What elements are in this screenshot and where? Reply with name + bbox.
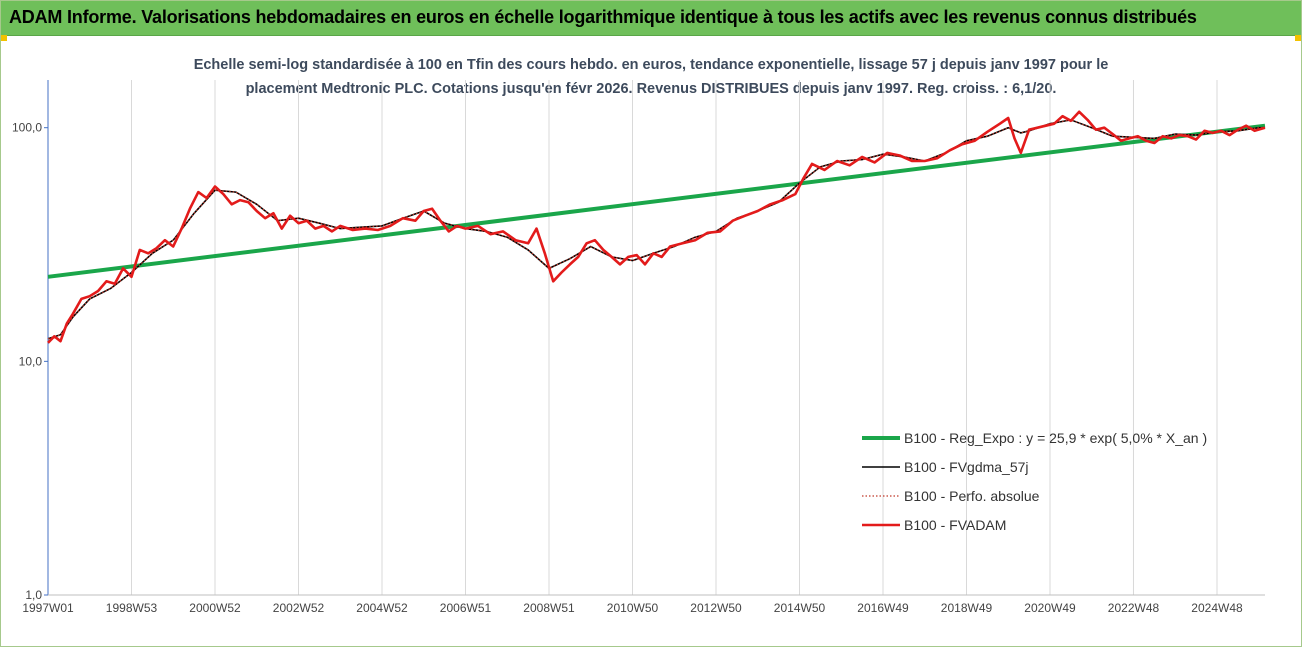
series-line-dotted — [47, 119, 1265, 340]
x-tick-label: 2020W49 — [1024, 601, 1076, 615]
legend-entry-bold: B100 - FVADAM — [904, 517, 1006, 533]
x-tick-label: 2024W48 — [1191, 601, 1243, 615]
x-tick-label: 2022W48 — [1108, 601, 1160, 615]
legend-entry-trend: B100 - Reg_Expo : y = 25,9 * exp( 5,0% *… — [904, 430, 1207, 446]
x-tick-label: 2000W52 — [189, 601, 241, 615]
x-tick-label: 2014W50 — [774, 601, 826, 615]
axes: 1997W01 1998W53 2000W52 2002W52 2004W52 2006W… — [12, 80, 1265, 615]
corner-mark-right — [1295, 35, 1301, 41]
x-tick-label: 2010W50 — [607, 601, 659, 615]
header-bar: ADAM Informe. Valorisations hebdomadaire… — [1, 1, 1301, 36]
x-tick-label: 1997W01 — [22, 601, 74, 615]
header-title: ADAM Informe. Valorisations hebdomadaire… — [9, 7, 1197, 27]
legend-entry-smooth: B100 - FVgdma_57j — [904, 459, 1029, 475]
x-tick-label: 2018W49 — [941, 601, 993, 615]
x-tick-label: 2008W51 — [523, 601, 575, 615]
series-line-bold — [47, 110, 1266, 344]
y-tick-label: 100,0 — [12, 121, 42, 135]
x-tick-label: 2004W52 — [356, 601, 408, 615]
legend: B100 - Reg_Expo : y = 25,9 * exp( 5,0% *… — [862, 430, 1207, 533]
y-tick-label: 1,0 — [25, 588, 42, 602]
x-tick-label: 2012W50 — [690, 601, 742, 615]
y-tick-label: 10,0 — [19, 354, 43, 368]
x-tick-label: 2006W51 — [440, 601, 492, 615]
chart-subtitle-line1: Echelle semi-log standardisée à 100 en T… — [193, 57, 1109, 73]
series-layer — [47, 110, 1266, 344]
grid-lines — [47, 80, 1218, 595]
x-tick-label: 2016W49 — [857, 601, 909, 615]
series-line-trend — [47, 123, 1266, 279]
chart-subtitle-line2: placement Medtronic PLC. Cotations jusqu… — [245, 81, 1057, 97]
x-tick-label: 2002W52 — [273, 601, 325, 615]
legend-entry-dotted: B100 - Perfo. absolue — [904, 488, 1040, 504]
series-line-smooth — [47, 119, 1265, 340]
x-tick-label: 1998W53 — [106, 601, 158, 615]
corner-mark-left — [1, 35, 7, 41]
chart-subtitle: Echelle semi-log standardisée à 100 en T… — [151, 53, 1151, 101]
